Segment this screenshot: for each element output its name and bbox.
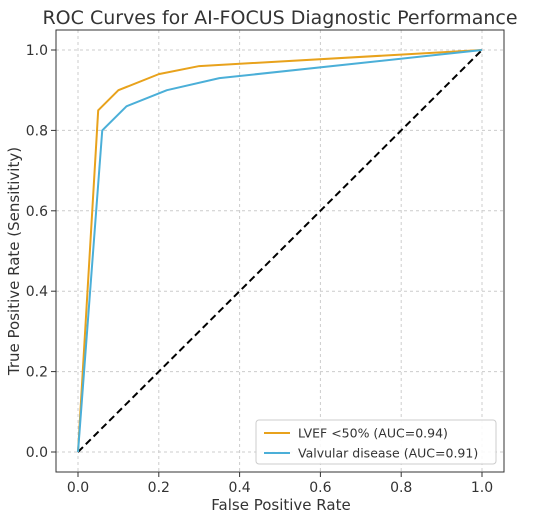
series-layer: [77, 49, 483, 453]
x-tick-label: 0.2: [148, 480, 170, 496]
y-tick-label: 0.6: [26, 204, 48, 220]
chart-title: ROC Curves for AI-FOCUS Diagnostic Perfo…: [42, 7, 517, 29]
y-tick-label: 0.0: [26, 445, 48, 461]
legend-box: [255, 419, 497, 465]
legend-label: LVEF <50% (AUC=0.94): [298, 426, 448, 441]
grid: [56, 30, 504, 472]
legend: LVEF <50% (AUC=0.94) Valvular disease (AU…: [255, 419, 497, 465]
series-line-valvular: [77, 49, 483, 453]
chance-reference-line: [77, 49, 483, 453]
y-axis-label: True Positive Rate (Sensitivity): [5, 147, 23, 376]
x-tick-label: 0.8: [390, 480, 412, 496]
y-tick-label: 0.4: [26, 284, 48, 300]
y-tick-label: 0.8: [26, 123, 48, 139]
x-axis-label: False Positive Rate: [211, 496, 350, 514]
series-line-lvef: [77, 49, 483, 453]
reference-line-layer: [77, 49, 483, 453]
legend-label: Valvular disease (AUC=0.91): [298, 446, 478, 461]
y-tick-label: 1.0: [26, 43, 48, 59]
y-tick-label: 0.2: [26, 365, 48, 381]
x-tick-label: 0.6: [309, 480, 331, 496]
x-tick-label: 0.4: [228, 480, 250, 496]
tick-layer: 0.0 0.2 0.4 0.6 0.8 1.0 0.0 0.2 0.4 0.6 0.8 1.0: [26, 43, 493, 496]
plot-frame: [55, 29, 505, 473]
x-tick-label: 0.0: [67, 480, 89, 496]
x-tick-label: 1.0: [471, 480, 493, 496]
